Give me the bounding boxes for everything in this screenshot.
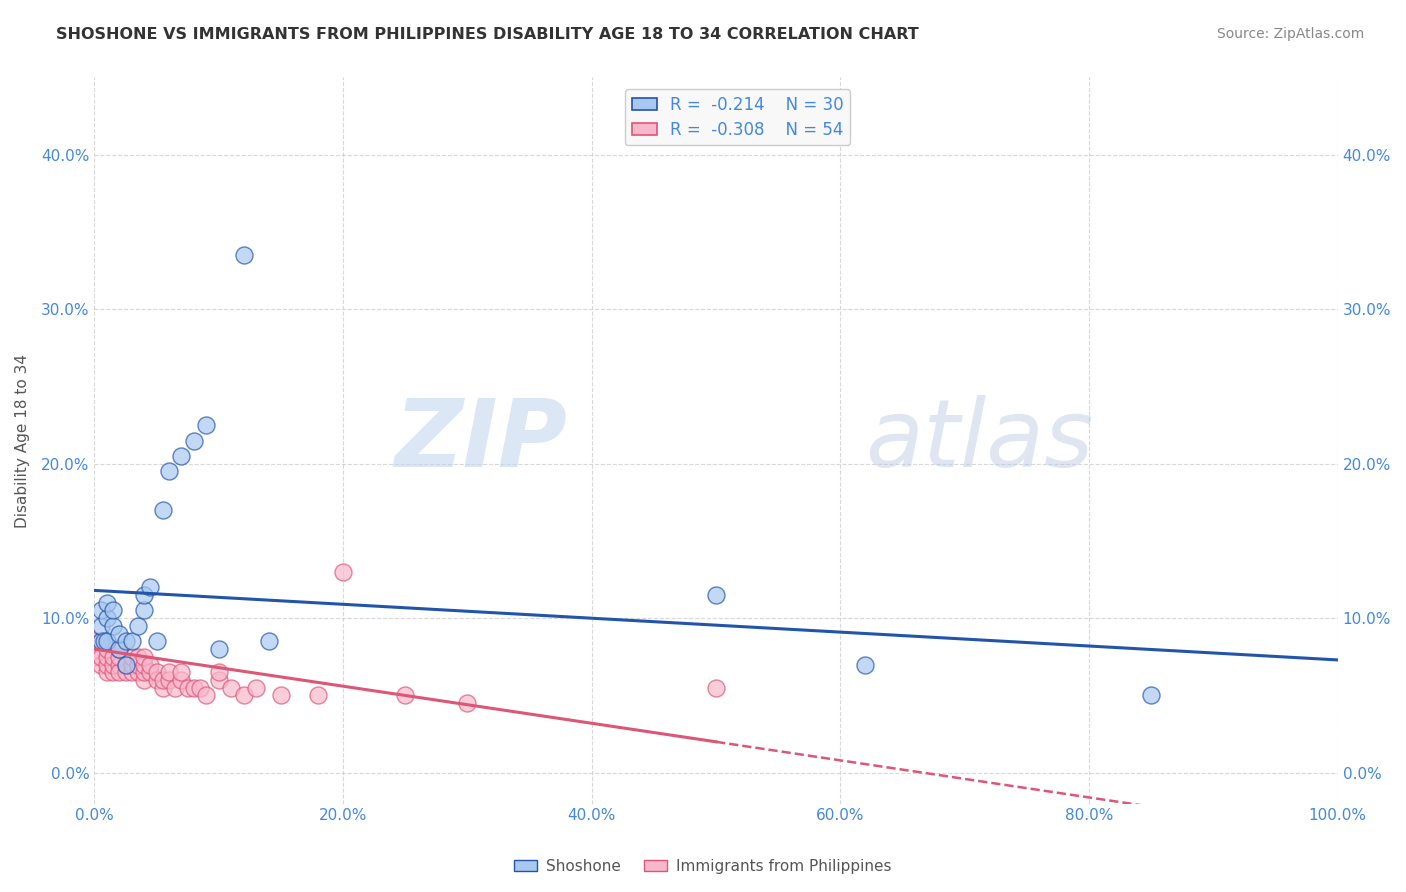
Point [90,603,112,617]
Point [90,619,112,633]
Point [157,673,180,687]
Point [90,634,112,648]
Point [90,634,112,648]
Point [108,642,131,657]
Point [704,681,727,695]
Point [145,673,167,687]
Point [90,649,112,664]
Point [219,681,242,695]
Point [157,665,180,680]
Point [139,665,162,680]
Point [121,657,143,672]
Point [157,465,180,479]
Point [121,634,143,648]
Point [332,565,354,579]
Point [139,657,162,672]
Point [208,665,231,680]
Point [127,619,149,633]
Point [96,665,118,680]
Legend: R =  -0.214    N = 30, R =  -0.308    N = 54: R = -0.214 N = 30, R = -0.308 N = 54 [624,89,851,145]
Point [83,649,105,664]
Legend: Shoshone, Immigrants from Philippines: Shoshone, Immigrants from Philippines [508,853,898,880]
Point [108,626,131,640]
Point [145,665,167,680]
Point [232,689,254,703]
Point [188,681,211,695]
Point [96,642,118,657]
Point [134,588,156,602]
Text: SHOSHONE VS IMMIGRANTS FROM PHILIPPINES DISABILITY AGE 18 TO 34 CORRELATION CHAR: SHOSHONE VS IMMIGRANTS FROM PHILIPPINES … [56,27,920,42]
Point [96,634,118,648]
Point [101,665,124,680]
Point [96,611,118,625]
Point [704,588,727,602]
Point [93,634,115,648]
Point [139,580,162,594]
Point [134,673,156,687]
Point [456,696,478,710]
Point [101,657,124,672]
Point [114,634,136,648]
Point [90,657,112,672]
Point [121,665,143,680]
Point [108,657,131,672]
Point [114,657,136,672]
Point [270,689,292,703]
Point [170,673,193,687]
Point [245,681,267,695]
Point [152,503,174,517]
Point [101,649,124,664]
Point [853,657,876,672]
Point [183,434,205,448]
Point [96,657,118,672]
Point [134,657,156,672]
Point [121,649,143,664]
Point [108,642,131,657]
Point [232,248,254,262]
Y-axis label: Disability Age 18 to 34: Disability Age 18 to 34 [15,353,30,527]
Point [208,642,231,657]
Point [101,603,124,617]
Point [96,649,118,664]
Point [257,634,280,648]
Point [127,649,149,664]
Point [152,681,174,695]
Point [165,681,187,695]
Point [307,689,329,703]
Point [114,657,136,672]
Point [134,665,156,680]
Point [83,634,105,648]
Point [152,673,174,687]
Point [114,665,136,680]
Point [183,681,205,695]
Point [394,689,416,703]
Point [127,665,149,680]
Point [145,634,167,648]
Point [170,449,193,463]
Point [108,649,131,664]
Point [127,657,149,672]
Point [1140,689,1163,703]
Point [101,619,124,633]
Text: ZIP: ZIP [394,394,567,486]
Text: atlas: atlas [865,395,1094,486]
Point [96,596,118,610]
Text: Source: ZipAtlas.com: Source: ZipAtlas.com [1216,27,1364,41]
Point [134,603,156,617]
Point [170,665,193,680]
Point [108,665,131,680]
Point [195,418,218,433]
Point [195,689,218,703]
Point [134,649,156,664]
Point [177,681,200,695]
Point [208,673,231,687]
